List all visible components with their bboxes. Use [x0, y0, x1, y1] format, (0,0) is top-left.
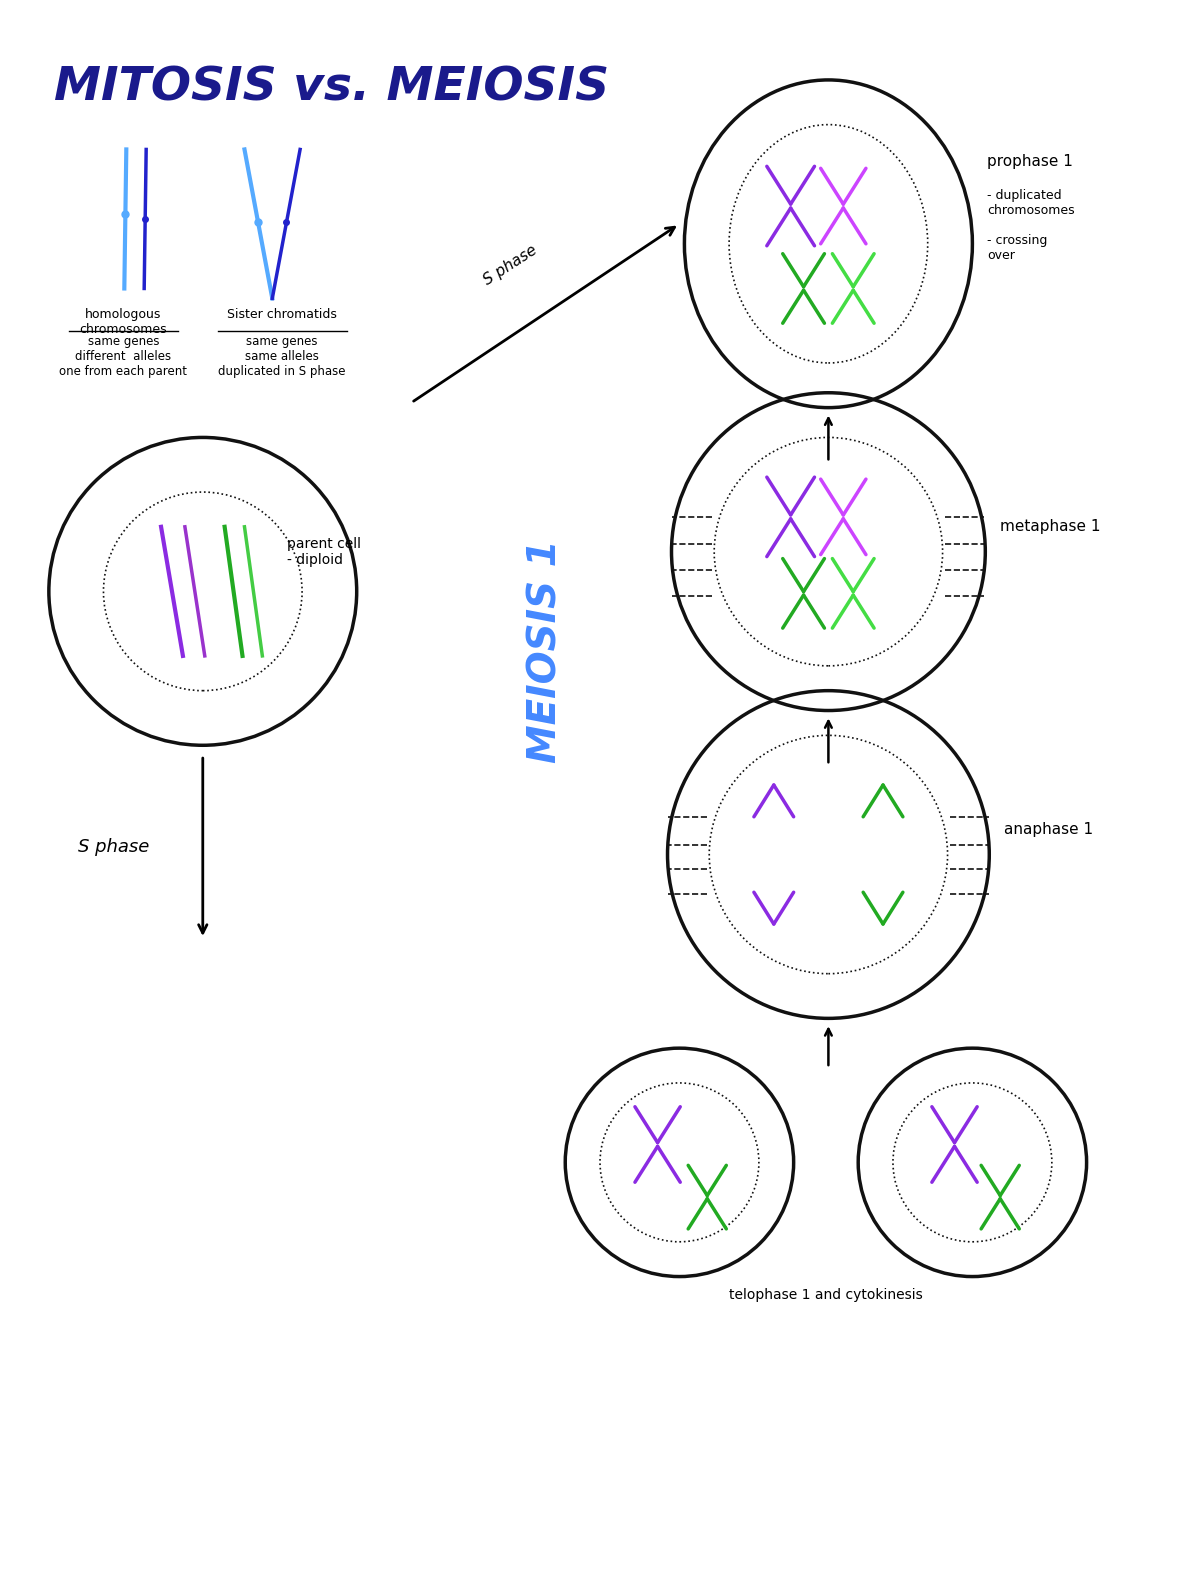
Text: prophase 1: prophase 1 [988, 154, 1073, 170]
Text: Sister chromatids: Sister chromatids [227, 308, 337, 322]
Text: MEIOSIS 1: MEIOSIS 1 [527, 539, 564, 763]
Text: homologous
chromosomes: homologous chromosomes [79, 308, 167, 336]
Text: telophase 1 and cytokinesis: telophase 1 and cytokinesis [730, 1289, 923, 1303]
Text: same genes
different  alleles
one from each parent: same genes different alleles one from ea… [59, 334, 187, 378]
Text: - duplicated
chromosomes

- crossing
over: - duplicated chromosomes - crossing over [988, 188, 1075, 262]
Text: metaphase 1: metaphase 1 [1001, 520, 1100, 534]
Text: S phase: S phase [78, 838, 149, 856]
Text: parent cell
- diploid: parent cell - diploid [287, 537, 361, 567]
Text: same genes
same alleles
duplicated in S phase: same genes same alleles duplicated in S … [218, 334, 346, 378]
Text: anaphase 1: anaphase 1 [1004, 823, 1093, 837]
Text: S phase: S phase [481, 243, 540, 289]
Text: MITOSIS vs. MEIOSIS: MITOSIS vs. MEIOSIS [54, 64, 608, 110]
